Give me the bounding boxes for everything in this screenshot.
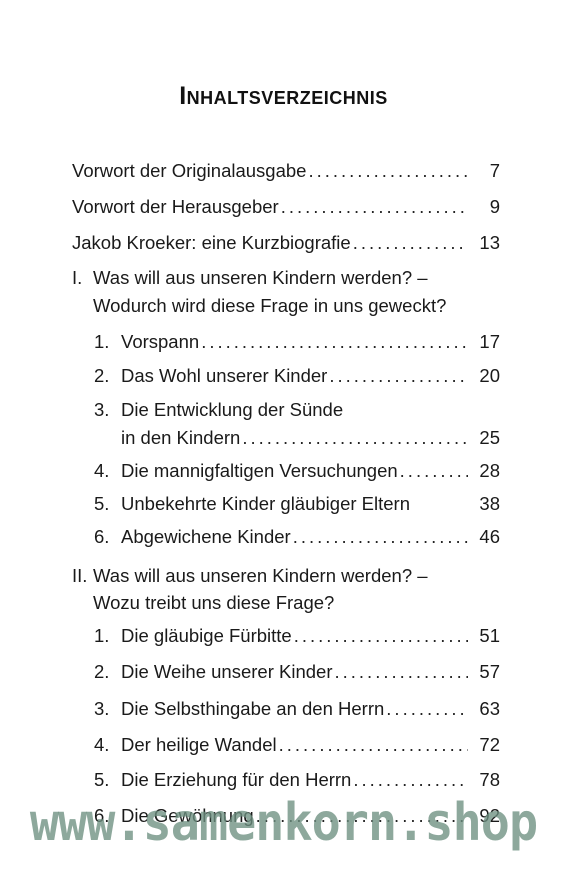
section-heading-line: Wodurch wird diese Frage in uns geweckt? bbox=[93, 295, 447, 316]
dot-leader: ........................................… bbox=[278, 734, 468, 755]
toc-item: 6. Abgewichene Kinder ..................… bbox=[94, 523, 500, 551]
dot-leader: ........................................… bbox=[329, 365, 468, 386]
toc-item-text: Abgewichene Kinder bbox=[121, 526, 291, 547]
dot-leader: ........................................… bbox=[399, 460, 468, 481]
toc-item-text: Vorspann bbox=[121, 331, 200, 352]
toc-page-number: 72 bbox=[479, 734, 500, 755]
item-number: 6. bbox=[94, 526, 110, 547]
item-number: 4. bbox=[94, 460, 110, 481]
dot-leader: ........................................… bbox=[293, 625, 468, 646]
dot-leader: ........................................… bbox=[242, 427, 468, 448]
item-number: 5. bbox=[94, 493, 110, 514]
toc-page-number: 25 bbox=[479, 427, 500, 448]
toc-entry-text: Vorwort der Originalausgabe bbox=[72, 160, 307, 181]
item-number: 2. bbox=[94, 365, 110, 386]
toc-page-number: 13 bbox=[479, 232, 500, 253]
toc-page-number: 46 bbox=[479, 526, 500, 547]
toc-page-number: 92 bbox=[479, 805, 500, 826]
section-number: I. bbox=[72, 267, 83, 288]
toc-item: 4. Die mannigfaltigen Versuchungen .....… bbox=[94, 457, 500, 485]
watermark: www.samenkorn.shop bbox=[29, 793, 538, 853]
toc-page-number: 28 bbox=[479, 460, 500, 481]
toc-item-text: Die Entwicklung der Sünde bbox=[121, 399, 344, 420]
toc-page-number: 63 bbox=[479, 698, 500, 719]
toc-item-text: Die Erziehung für den Herrn bbox=[121, 769, 352, 790]
toc-item: 6. Die Gewöhnung .......................… bbox=[94, 802, 500, 830]
toc-item: 2. Das Wohl unserer Kinder .............… bbox=[94, 362, 500, 390]
dot-leader: ........................................… bbox=[353, 769, 468, 790]
toc-entry-text: Vorwort der Herausgeber bbox=[72, 196, 279, 217]
toc-entry: Vorwort der Herausgeber ................… bbox=[72, 193, 500, 221]
section-number: II. bbox=[72, 565, 88, 586]
toc-item-text: Die mannigfaltigen Versuchungen bbox=[121, 460, 398, 481]
toc-entry: Vorwort der Originalausgabe ............… bbox=[72, 157, 500, 185]
dot-leader: ........................................… bbox=[255, 805, 468, 826]
dot-leader: ........................................… bbox=[386, 698, 468, 719]
toc-page-number: 51 bbox=[479, 625, 500, 646]
item-number: 5. bbox=[94, 769, 110, 790]
toc-title: Inhaltsverzeichnis bbox=[179, 82, 388, 110]
section-heading: I. Was will aus unseren Kindern werden? – bbox=[72, 264, 428, 292]
toc-item-text: Das Wohl unserer Kinder bbox=[121, 365, 328, 386]
toc-item-continuation: in den Kindern .........................… bbox=[121, 424, 500, 452]
toc-item: 5. Unbekehrte Kinder gläubiger Eltern 38 bbox=[94, 490, 500, 518]
toc-item: 5. Die Erziehung für den Herrn .........… bbox=[94, 766, 500, 794]
toc-item-text: Die Selbsthingabe an den Herrn bbox=[121, 698, 385, 719]
section-heading: II. Was will aus unseren Kindern werden? … bbox=[72, 562, 428, 590]
dot-leader: ........................................… bbox=[201, 331, 468, 352]
toc-page-number: 38 bbox=[479, 493, 500, 514]
toc-entry: Jakob Kroeker: eine Kurzbiografie ......… bbox=[72, 229, 500, 257]
section-heading-line: Was will aus unseren Kindern werden? – bbox=[93, 267, 428, 288]
toc-page-number: 20 bbox=[479, 365, 500, 386]
toc-page-number: 57 bbox=[479, 661, 500, 682]
dot-leader: ........................................… bbox=[334, 661, 469, 682]
toc-page-number: 17 bbox=[479, 331, 500, 352]
item-number: 6. bbox=[94, 805, 110, 826]
dot-leader: ........................................… bbox=[308, 160, 468, 181]
toc-item-text: in den Kindern bbox=[121, 427, 241, 448]
item-number: 1. bbox=[94, 625, 110, 646]
toc-item: 1. Die gläubige Fürbitte ...............… bbox=[94, 622, 500, 650]
dot-leader: ........................................… bbox=[352, 232, 468, 253]
dot-leader: ........................................… bbox=[292, 526, 468, 547]
toc-item-text: Die Weihe unserer Kinder bbox=[121, 661, 333, 682]
toc-item-text: Die Gewöhnung bbox=[121, 805, 254, 826]
toc-item: 3. Die Selbsthingabe an den Herrn ......… bbox=[94, 695, 500, 723]
dot-leader: ........................................… bbox=[280, 196, 468, 217]
toc-page-number: 9 bbox=[489, 196, 500, 217]
item-number: 4. bbox=[94, 734, 110, 755]
toc-page-number: 7 bbox=[489, 160, 500, 181]
toc-item-text: Die gläubige Fürbitte bbox=[121, 625, 292, 646]
item-number: 2. bbox=[94, 661, 110, 682]
toc-item: 4. Der heilige Wandel ..................… bbox=[94, 731, 500, 759]
toc-item-text: Der heilige Wandel bbox=[121, 734, 277, 755]
toc-page-number: 78 bbox=[479, 769, 500, 790]
toc-item: 3. Die Entwicklung der Sünde bbox=[94, 396, 343, 424]
toc-item-text: Unbekehrte Kinder gläubiger Eltern bbox=[121, 493, 410, 514]
section-heading-line: Wozu treibt uns diese Frage? bbox=[93, 592, 335, 613]
toc-entry-text: Jakob Kroeker: eine Kurzbiografie bbox=[72, 232, 351, 253]
item-number: 1. bbox=[94, 331, 110, 352]
item-number: 3. bbox=[94, 698, 110, 719]
item-number: 3. bbox=[94, 399, 110, 420]
section-heading-line: Was will aus unseren Kindern werden? – bbox=[93, 565, 428, 586]
toc-item: 2. Die Weihe unserer Kinder ............… bbox=[94, 658, 500, 686]
toc-item: 1. Vorspann ............................… bbox=[94, 328, 500, 356]
